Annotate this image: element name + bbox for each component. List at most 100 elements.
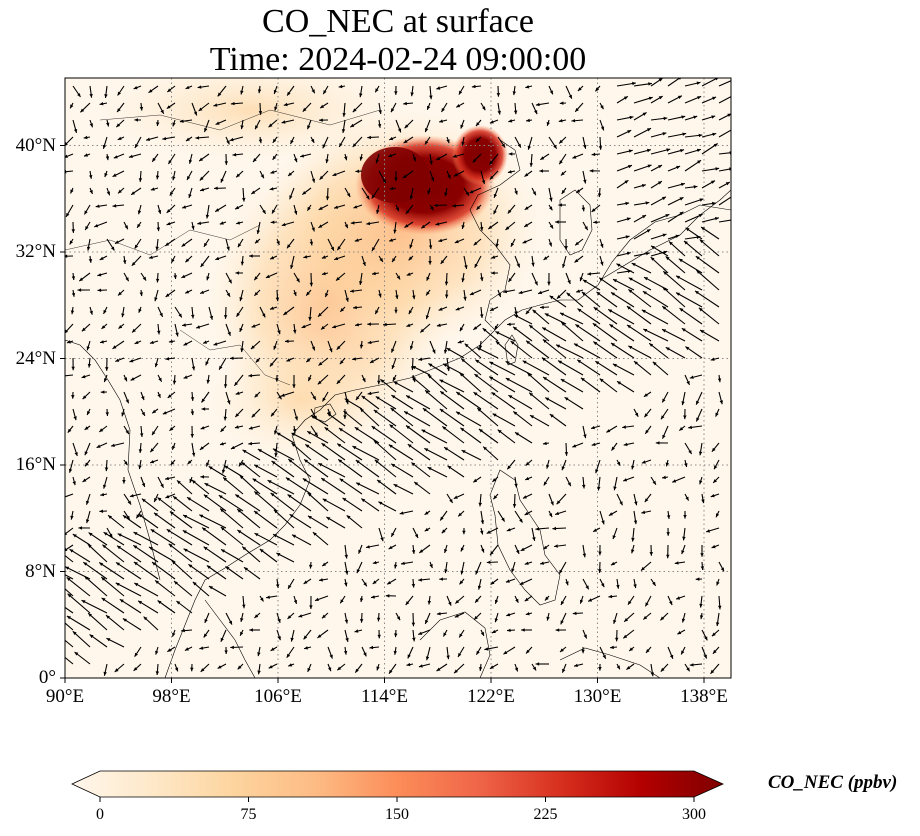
wind-arrow-head [177,480,181,485]
wind-arrow-head [104,378,108,383]
wind-arrow-head [84,210,88,215]
wind-arrow-head [475,359,480,364]
wind-arrow-head [461,358,466,363]
wind-arrow-head [477,585,482,590]
wind-arrow-head [720,567,724,572]
wind-arrow-head [704,636,708,641]
wind-arrow-head [428,363,433,367]
wind-arrow-head [70,104,74,109]
wind-arrow-head [396,275,401,280]
wind-arrow-head [224,161,228,165]
wind-arrow-head [220,442,224,446]
wind-arrow-head [242,197,246,202]
wind-arrow-head [236,173,240,178]
wind-arrow-shaft [455,411,482,427]
wind-arrow-head [52,611,56,615]
wind-arrow-head [287,615,292,619]
wind-arrow-head [446,348,451,352]
wind-arrow-shaft [665,255,686,274]
wind-arrow-head [644,498,649,503]
wind-arrow-head [165,494,170,499]
wind-arrow-shaft [171,560,193,580]
wind-arrow-shaft [98,562,125,580]
wind-arrow-shaft [522,360,550,376]
wind-arrow-head [527,145,531,150]
wind-arrow-head [106,122,110,127]
wind-arrow-head [217,92,222,97]
wind-arrow-head [662,434,666,439]
wind-arrow-head [425,315,430,320]
wind-arrow-head [200,668,205,672]
wind-arrow-head [215,208,220,212]
wind-arrow-head [427,105,431,110]
wind-arrow-shaft [495,331,516,342]
wind-arrow-head [311,89,315,94]
wind-arrow-head [598,146,603,150]
wind-arrow-head [649,343,654,347]
wind-arrow-head [73,416,77,421]
wind-arrow-shaft [69,548,91,563]
wind-arrow-head [369,645,374,650]
wind-arrow-head [257,670,261,675]
wind-arrow-shaft [65,554,74,563]
wind-arrow-head [460,570,464,575]
wind-arrow-head [319,578,323,582]
wind-arrow-shaft [191,479,210,495]
wind-arrow-shaft [252,478,278,495]
wind-arrow-head [556,295,561,299]
wind-arrow-head [507,465,511,470]
wind-arrow-head [394,177,398,182]
wind-arrow-head [294,158,298,163]
wind-arrow-shaft [203,546,227,563]
wind-arrow-head [227,400,231,405]
wind-arrow-head [220,508,224,513]
wind-arrow-head [183,548,188,552]
wind-arrow-shaft [183,548,210,563]
wind-arrow-head [48,596,52,600]
wind-arrow-head [680,149,684,153]
wind-arrow-head [515,598,519,603]
wind-arrow-head [672,479,677,483]
wind-arrow-head [658,78,663,82]
wind-arrow-head [149,547,153,551]
wind-arrow-head [596,291,601,296]
wind-arrow-head [543,441,547,446]
wind-arrow-head [558,119,563,123]
colorbar-label: CO_NEC (ppbv) [768,772,898,793]
wind-arrow-head [443,349,448,354]
wind-arrow-head [70,310,75,315]
wind-arrow-shaft [491,391,516,410]
wind-arrow-head [693,185,698,189]
wind-arrow-head [493,210,497,215]
wind-arrow-head [508,152,513,156]
wind-arrow-head [651,245,655,250]
axis-ticks [60,145,705,683]
wind-arrow-head [611,446,615,451]
wind-arrow-head [535,662,540,666]
wind-arrow-head [353,305,357,310]
wind-arrow-head [330,246,334,251]
wind-arrow-head [317,380,322,385]
wind-arrow-head [566,292,571,297]
wind-arrow-shaft [718,152,731,155]
wind-arrow-head [367,340,372,345]
wind-arrow-shaft [272,448,295,461]
wind-arrow-head [583,634,587,639]
wind-arrow-head [102,144,107,149]
wind-arrow-head [641,184,646,188]
wind-arrow-head [286,358,291,362]
wind-arrow-head [475,138,480,142]
wind-arrow-head [251,324,256,328]
wind-arrow-head [249,628,253,632]
wind-arrow-head [134,652,138,657]
wind-arrow-head [432,349,436,354]
wind-arrow-head [399,511,404,515]
wind-arrow-head [158,377,162,382]
wind-arrow-head [116,123,121,128]
wind-arrow-head [591,152,596,157]
wind-arrow-shaft [439,390,465,410]
wind-arrow-head [191,225,195,230]
wind-arrow-shaft [324,426,346,444]
wind-arrow-head [626,306,631,310]
wind-arrow-shaft [186,496,210,512]
